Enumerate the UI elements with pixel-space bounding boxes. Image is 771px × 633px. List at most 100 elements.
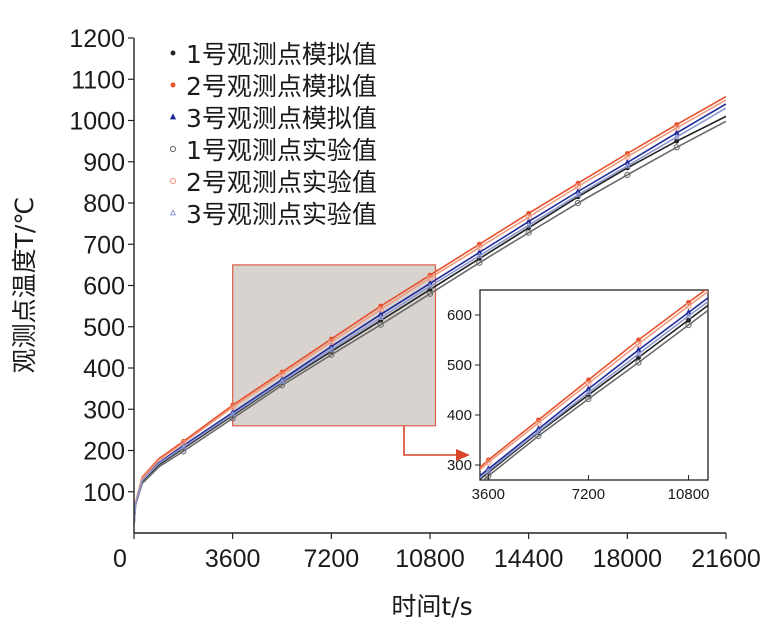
data-point xyxy=(328,351,335,358)
data-point xyxy=(180,439,187,447)
y-tick-label: 900 xyxy=(83,149,125,177)
y-tick-label: 600 xyxy=(83,273,125,301)
y-tick-label: 300 xyxy=(83,396,125,424)
y-tick-label: 500 xyxy=(83,314,125,342)
series-line-4 xyxy=(134,120,726,525)
data-point xyxy=(585,395,592,403)
data-point xyxy=(685,302,692,310)
data-point xyxy=(624,171,631,179)
x-tick-label: 14400 xyxy=(494,545,564,573)
data-point xyxy=(585,380,592,387)
data-point xyxy=(585,388,592,395)
data-point xyxy=(377,321,384,328)
inset-x-tick-label: 3600 xyxy=(472,486,505,503)
data-point xyxy=(476,259,483,266)
inset-y-tick-label: 400 xyxy=(447,407,472,424)
data-point xyxy=(685,312,692,319)
data-point xyxy=(485,459,492,466)
data-point xyxy=(426,274,434,282)
series-6 xyxy=(480,300,708,479)
series-line-1 xyxy=(480,304,708,480)
zoom-connector-arrow xyxy=(403,425,470,461)
inset-y-tick-label: 600 xyxy=(447,307,472,324)
data-point xyxy=(525,229,532,236)
data-point xyxy=(535,427,542,434)
legend-label: 2号观测点实验值 xyxy=(186,168,377,197)
data-point xyxy=(278,382,286,389)
data-point xyxy=(673,124,680,132)
data-point xyxy=(686,317,691,323)
legend-item-6: 3号观测点实验值 xyxy=(169,200,377,229)
data-point xyxy=(673,133,680,140)
legend-marker xyxy=(169,209,177,216)
series-line-4 xyxy=(482,309,708,480)
x-axis-title: 时间t/s xyxy=(391,592,472,621)
data-point xyxy=(624,162,631,169)
y-axis-title: 观测点温度T/℃ xyxy=(10,197,39,374)
legend-item-4: 1号观测点实验值 xyxy=(169,136,377,165)
data-point xyxy=(636,337,641,343)
legend: 1号观测点模拟值 2号观测点模拟值 3号观测点模拟值 1号观测点实验值 2号观测点实验值… xyxy=(169,40,377,229)
x-tick-label: 10800 xyxy=(395,545,465,573)
x-tick-label: 21600 xyxy=(691,545,761,573)
inset-x-tick-label: 10800 xyxy=(668,486,710,503)
data-point xyxy=(278,377,286,384)
data-point xyxy=(328,345,335,352)
data-point xyxy=(377,314,384,320)
data-point xyxy=(574,187,582,194)
data-point xyxy=(673,144,680,151)
y-tick-label: 200 xyxy=(83,438,125,466)
data-point xyxy=(229,410,236,417)
data-point xyxy=(377,310,384,317)
data-point xyxy=(180,443,187,450)
data-point xyxy=(574,183,582,190)
legend-marker xyxy=(170,82,176,88)
y-tick-labels: 100 200 300 400 500 600 700 800 900 1000 1100 1200 xyxy=(69,25,125,507)
inset-y-tick-label: 300 xyxy=(447,457,472,474)
y-tick-label: 700 xyxy=(83,231,125,259)
legend-label: 1号观测点模拟值 xyxy=(186,40,377,69)
data-point xyxy=(426,290,434,297)
data-point xyxy=(685,321,692,329)
data-point xyxy=(476,248,483,255)
series-line-3 xyxy=(480,296,708,477)
series-line-5 xyxy=(134,99,726,525)
data-point xyxy=(674,138,680,144)
inset-series-group xyxy=(480,290,708,480)
legend-label: 3号观测点实验值 xyxy=(186,200,377,229)
series-line-5 xyxy=(480,290,708,471)
x-tick-labels: 0 3600 7200 10800 14400 18000 21600 xyxy=(113,545,761,573)
data-point xyxy=(635,340,642,348)
legend-label: 2号观测点模拟值 xyxy=(186,72,377,101)
legend-marker xyxy=(170,50,176,56)
y-tick-label: 1200 xyxy=(69,25,125,53)
main-axes xyxy=(128,37,727,539)
zoom-inset: 3600 7200 10800 300 400 500 600 xyxy=(447,289,710,503)
main-series-group xyxy=(134,95,726,525)
data-point xyxy=(624,158,631,165)
data-point xyxy=(635,350,642,357)
data-point xyxy=(476,244,483,251)
y-tick-label: 1000 xyxy=(69,108,125,136)
legend-item-5: 2号观测点实验值 xyxy=(169,168,377,197)
data-point xyxy=(485,467,492,474)
connector-arrowhead xyxy=(456,449,470,461)
y-tick-label: 800 xyxy=(83,190,125,218)
data-point xyxy=(535,419,542,427)
series-6 xyxy=(134,107,726,525)
x-tick-label: 7200 xyxy=(304,545,360,573)
data-point xyxy=(574,191,582,198)
series-5 xyxy=(134,99,726,525)
data-point xyxy=(574,199,582,207)
y-tick-label: 1100 xyxy=(71,66,125,94)
connector-line xyxy=(403,425,458,456)
series-line-2 xyxy=(134,95,726,525)
y-tick-label: 400 xyxy=(83,355,125,383)
series-5 xyxy=(480,290,708,471)
data-point xyxy=(377,306,384,313)
series-4 xyxy=(482,309,708,480)
legend-marker xyxy=(169,113,177,120)
legend-marker xyxy=(169,145,177,153)
data-point xyxy=(525,213,532,221)
